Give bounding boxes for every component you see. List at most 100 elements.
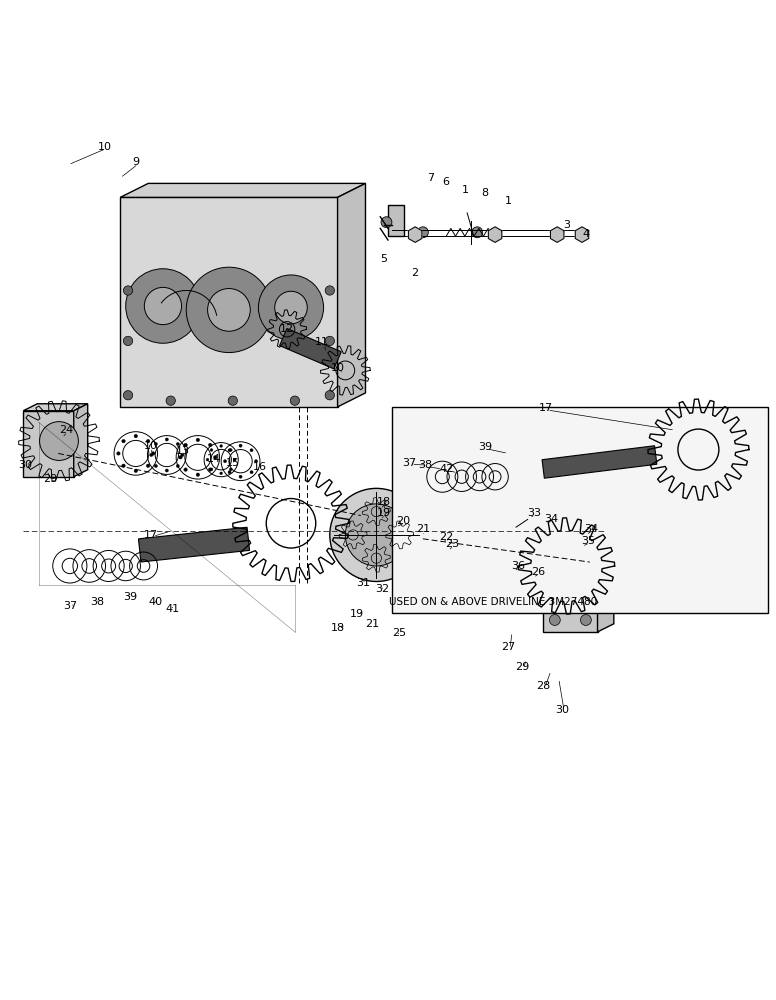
Circle shape bbox=[213, 456, 217, 459]
Polygon shape bbox=[23, 411, 74, 477]
Text: 15: 15 bbox=[226, 458, 240, 468]
Circle shape bbox=[596, 588, 607, 599]
Polygon shape bbox=[516, 496, 543, 519]
Circle shape bbox=[116, 452, 120, 455]
Circle shape bbox=[494, 548, 497, 550]
Text: 40: 40 bbox=[148, 597, 162, 607]
Circle shape bbox=[206, 458, 209, 461]
Circle shape bbox=[228, 471, 231, 474]
Text: 8: 8 bbox=[481, 188, 489, 198]
Text: USED ON & ABOVE DRIVELINE 3M27480: USED ON & ABOVE DRIVELINE 3M27480 bbox=[389, 597, 597, 607]
Text: 34: 34 bbox=[544, 514, 558, 524]
Text: 10: 10 bbox=[144, 441, 158, 451]
Text: 26: 26 bbox=[531, 567, 545, 577]
Circle shape bbox=[147, 439, 150, 443]
Text: 9: 9 bbox=[132, 157, 140, 167]
Circle shape bbox=[239, 444, 242, 447]
Circle shape bbox=[234, 458, 236, 461]
Text: 14: 14 bbox=[206, 454, 220, 464]
Circle shape bbox=[443, 551, 445, 554]
Circle shape bbox=[325, 391, 334, 400]
Circle shape bbox=[523, 552, 526, 556]
Circle shape bbox=[184, 443, 187, 447]
Text: 21: 21 bbox=[365, 619, 379, 629]
Text: 35: 35 bbox=[581, 536, 595, 546]
Text: 11: 11 bbox=[315, 337, 329, 347]
Circle shape bbox=[250, 471, 253, 474]
Text: 30: 30 bbox=[19, 460, 33, 470]
Text: 17: 17 bbox=[539, 403, 553, 413]
Circle shape bbox=[209, 468, 212, 471]
Text: 21: 21 bbox=[416, 524, 430, 534]
Text: 13: 13 bbox=[175, 446, 189, 456]
Circle shape bbox=[250, 449, 253, 452]
Circle shape bbox=[165, 469, 168, 472]
Text: 41: 41 bbox=[165, 604, 179, 614]
Text: 18: 18 bbox=[331, 623, 345, 633]
Circle shape bbox=[507, 560, 510, 563]
Circle shape bbox=[528, 566, 532, 569]
Circle shape bbox=[134, 469, 137, 473]
Circle shape bbox=[154, 442, 158, 446]
Circle shape bbox=[126, 269, 200, 343]
Circle shape bbox=[228, 396, 237, 405]
Text: 1: 1 bbox=[462, 185, 469, 195]
Circle shape bbox=[134, 434, 137, 438]
Circle shape bbox=[466, 541, 469, 544]
Circle shape bbox=[223, 460, 227, 463]
Polygon shape bbox=[23, 404, 88, 411]
Circle shape bbox=[147, 464, 150, 467]
Circle shape bbox=[196, 438, 199, 442]
Circle shape bbox=[258, 275, 324, 340]
Text: 28: 28 bbox=[536, 681, 550, 691]
Text: 4: 4 bbox=[582, 229, 590, 239]
Text: 6: 6 bbox=[442, 177, 450, 187]
Circle shape bbox=[325, 286, 334, 295]
Circle shape bbox=[469, 534, 472, 537]
Polygon shape bbox=[120, 197, 338, 407]
Circle shape bbox=[480, 561, 483, 564]
Circle shape bbox=[452, 528, 456, 530]
Circle shape bbox=[40, 422, 78, 460]
Text: 38: 38 bbox=[90, 597, 104, 607]
Text: 7: 7 bbox=[427, 173, 435, 183]
Circle shape bbox=[498, 539, 501, 541]
Circle shape bbox=[196, 473, 199, 476]
Text: 27: 27 bbox=[501, 642, 515, 652]
Circle shape bbox=[186, 267, 272, 353]
Circle shape bbox=[417, 227, 428, 238]
Polygon shape bbox=[550, 227, 564, 242]
Circle shape bbox=[542, 571, 545, 575]
Text: 18: 18 bbox=[377, 497, 391, 507]
Polygon shape bbox=[338, 183, 365, 407]
Circle shape bbox=[464, 545, 467, 548]
Text: 23: 23 bbox=[445, 539, 459, 549]
Circle shape bbox=[230, 449, 232, 451]
Polygon shape bbox=[543, 554, 614, 562]
Polygon shape bbox=[542, 446, 656, 478]
Text: 22: 22 bbox=[439, 532, 453, 542]
Polygon shape bbox=[543, 562, 598, 632]
Circle shape bbox=[144, 287, 182, 325]
Circle shape bbox=[330, 488, 423, 581]
Circle shape bbox=[495, 545, 498, 548]
Polygon shape bbox=[120, 183, 365, 197]
Text: 10: 10 bbox=[98, 142, 112, 152]
Text: 20: 20 bbox=[397, 516, 411, 526]
Polygon shape bbox=[488, 227, 502, 242]
Circle shape bbox=[580, 615, 591, 625]
Text: 17: 17 bbox=[144, 530, 158, 540]
Text: 29: 29 bbox=[515, 662, 529, 672]
Polygon shape bbox=[388, 205, 404, 236]
Circle shape bbox=[516, 556, 518, 559]
Circle shape bbox=[516, 539, 518, 541]
Text: 39: 39 bbox=[123, 592, 137, 602]
Text: 30: 30 bbox=[556, 705, 570, 715]
Text: 12: 12 bbox=[280, 324, 294, 334]
Circle shape bbox=[452, 555, 456, 558]
Text: 19: 19 bbox=[377, 508, 391, 518]
Circle shape bbox=[122, 464, 125, 467]
Polygon shape bbox=[74, 404, 88, 477]
Circle shape bbox=[123, 286, 133, 295]
Circle shape bbox=[490, 556, 494, 559]
